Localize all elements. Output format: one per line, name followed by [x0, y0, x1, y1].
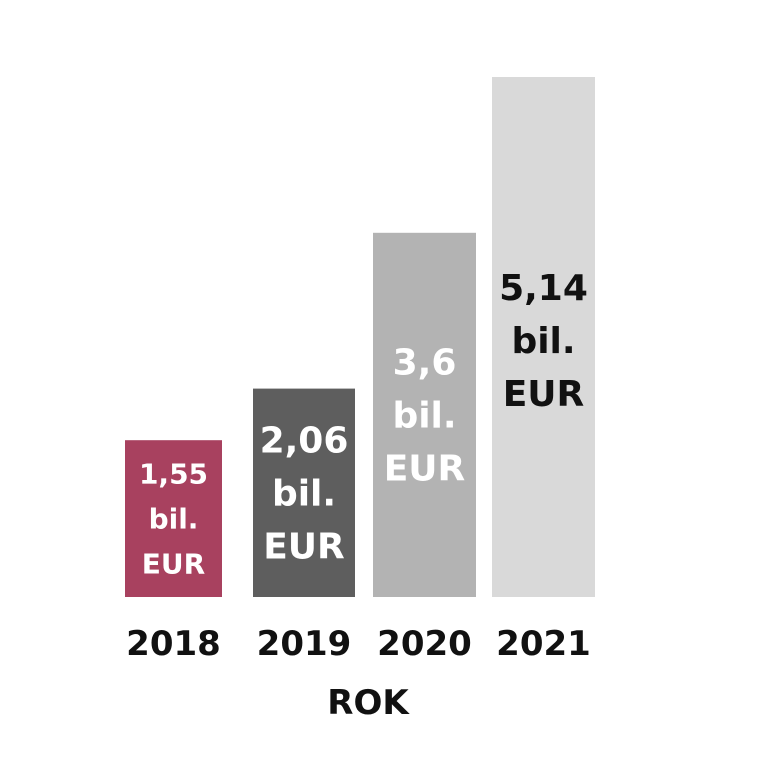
data-label-2019: 2,06 bil. EUR — [260, 420, 349, 567]
bars-group — [125, 77, 595, 597]
data-label-line: 2,06 — [260, 420, 349, 461]
data-label-2021: 5,14 bil. EUR — [499, 268, 588, 415]
data-label-line: 5,14 — [499, 268, 588, 309]
data-label-line: bil. — [511, 321, 575, 362]
bar-2019 — [253, 388, 355, 597]
x-tick-label-2018: 2018 — [126, 624, 221, 664]
data-label-line: 1,55 — [139, 457, 208, 490]
x-axis-title: ROK — [327, 683, 410, 723]
x-tick-label-2019: 2019 — [257, 624, 352, 664]
data-labels-group: 1,55 bil. EUR 2,06 bil. EUR 3,6 bil. EUR 5,14 bil.… — [139, 268, 588, 580]
bar-2018 — [125, 440, 222, 597]
data-label-2018: 1,55 bil. EUR — [139, 457, 208, 580]
data-label-line: bil. — [149, 502, 199, 535]
data-label-line: EUR — [384, 448, 466, 489]
x-tick-label-2020: 2020 — [377, 624, 472, 664]
data-label-2020: 3,6 bil. EUR — [384, 342, 466, 489]
data-label-line: EUR — [263, 526, 345, 567]
data-label-line: bil. — [272, 473, 336, 514]
x-tick-labels-group: 2018 2019 2020 2021 — [126, 624, 591, 664]
data-label-line: EUR — [142, 547, 205, 580]
bar-2021 — [492, 77, 595, 597]
data-label-line: 3,6 — [393, 342, 457, 383]
data-label-line: EUR — [503, 374, 585, 415]
x-tick-label-2021: 2021 — [496, 624, 591, 664]
bar-2020 — [373, 232, 476, 597]
data-label-line: bil. — [392, 395, 456, 436]
